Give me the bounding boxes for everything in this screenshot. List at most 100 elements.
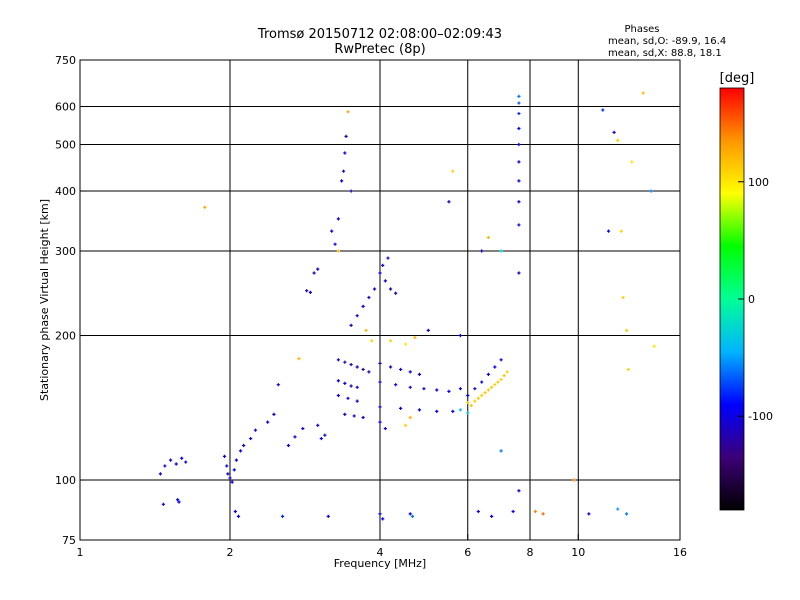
- data-point: [169, 458, 173, 462]
- data-point: [233, 509, 237, 514]
- data-point: [517, 142, 521, 147]
- data-point: [517, 179, 521, 183]
- data-point: [316, 267, 320, 271]
- data-point: [517, 271, 521, 275]
- y-axis-label: Stationary phase Virtual Height [km]: [38, 199, 51, 401]
- colorbar-label: [deg]: [720, 71, 755, 86]
- data-point: [394, 383, 398, 387]
- data-point: [355, 385, 359, 389]
- data-point: [301, 426, 305, 431]
- x-tick-label: 1: [77, 546, 84, 559]
- data-point: [386, 256, 390, 260]
- data-point: [361, 304, 365, 308]
- data-point: [490, 514, 494, 518]
- data-point: [378, 271, 382, 275]
- data-point: [340, 179, 344, 183]
- data-point: [349, 362, 353, 367]
- data-point: [417, 408, 422, 412]
- data-point: [249, 436, 253, 441]
- data-point: [435, 409, 439, 413]
- data-point: [621, 295, 625, 300]
- data-point: [388, 365, 393, 369]
- data-point: [336, 249, 340, 253]
- data-point: [630, 160, 634, 164]
- data-point: [383, 426, 387, 431]
- data-point: [343, 412, 347, 417]
- data-point: [364, 328, 368, 332]
- data-point: [280, 514, 285, 518]
- data-point: [343, 381, 347, 385]
- data-point: [336, 217, 340, 221]
- data-point: [426, 328, 430, 332]
- data-point: [466, 393, 470, 398]
- data-point: [480, 249, 484, 253]
- data-point: [355, 314, 359, 318]
- data-point: [417, 372, 422, 376]
- data-point: [266, 420, 270, 424]
- colorbar-tick-label: 0: [748, 293, 755, 306]
- data-point: [336, 358, 340, 362]
- y-tick-label: 300: [55, 245, 76, 258]
- data-point: [447, 389, 451, 393]
- x-tick-label: 6: [464, 546, 471, 559]
- data-point: [355, 365, 359, 369]
- data-point: [174, 462, 178, 466]
- data-point: [606, 229, 611, 233]
- data-point: [367, 295, 371, 300]
- x-tick-label: 10: [571, 546, 585, 559]
- title: Tromsø 20150712 02:08:00–02:09:43: [257, 27, 502, 42]
- grid-lines: [80, 60, 680, 540]
- data-point: [505, 370, 509, 374]
- data-point: [422, 387, 426, 391]
- data-point: [232, 468, 236, 472]
- data-point: [355, 399, 359, 403]
- data-point: [533, 509, 537, 514]
- data-point: [499, 358, 503, 362]
- colorbar-tick-label: 100: [748, 176, 769, 189]
- data-point: [367, 370, 371, 374]
- data-point: [361, 415, 365, 420]
- data-point: [336, 393, 340, 398]
- data-point: [451, 169, 455, 173]
- data-point: [458, 333, 463, 338]
- data-point: [222, 454, 227, 459]
- data-point: [517, 111, 521, 116]
- data-point: [517, 101, 521, 105]
- data-point: [238, 449, 243, 453]
- data-point: [388, 339, 393, 343]
- data-point: [410, 514, 415, 518]
- subtitle: RwPretec (8p): [334, 42, 425, 57]
- data-point: [319, 436, 323, 441]
- data-point: [451, 409, 455, 413]
- data-point: [649, 189, 653, 193]
- data-point: [624, 328, 629, 332]
- data-point: [587, 512, 591, 516]
- data-point: [408, 415, 412, 420]
- y-tick-label: 100: [55, 474, 76, 487]
- data-point: [616, 507, 620, 511]
- data-point: [333, 242, 337, 246]
- data-point: [180, 456, 184, 460]
- data-point: [490, 385, 494, 389]
- data-point: [308, 290, 313, 294]
- data-point: [230, 480, 234, 484]
- data-point: [476, 396, 480, 400]
- data-point: [349, 189, 353, 193]
- phase-stats: Phases mean, sd,O: -89.9, 16.4 mean, sd,…: [608, 24, 726, 59]
- data-point: [499, 449, 503, 453]
- data-point: [344, 134, 348, 138]
- y-tick-label: 200: [55, 330, 76, 343]
- data-point: [349, 323, 353, 327]
- data-point: [330, 229, 334, 233]
- data-point: [458, 387, 463, 391]
- data-point: [323, 433, 327, 437]
- data-point: [476, 509, 480, 514]
- data-point: [408, 370, 412, 374]
- data-point: [378, 361, 382, 365]
- x-tick-label: 16: [673, 546, 687, 559]
- y-tick-label: 500: [55, 139, 76, 152]
- data-point: [473, 399, 477, 403]
- data-point: [305, 289, 309, 293]
- data-point: [403, 423, 408, 427]
- data-point: [499, 377, 503, 382]
